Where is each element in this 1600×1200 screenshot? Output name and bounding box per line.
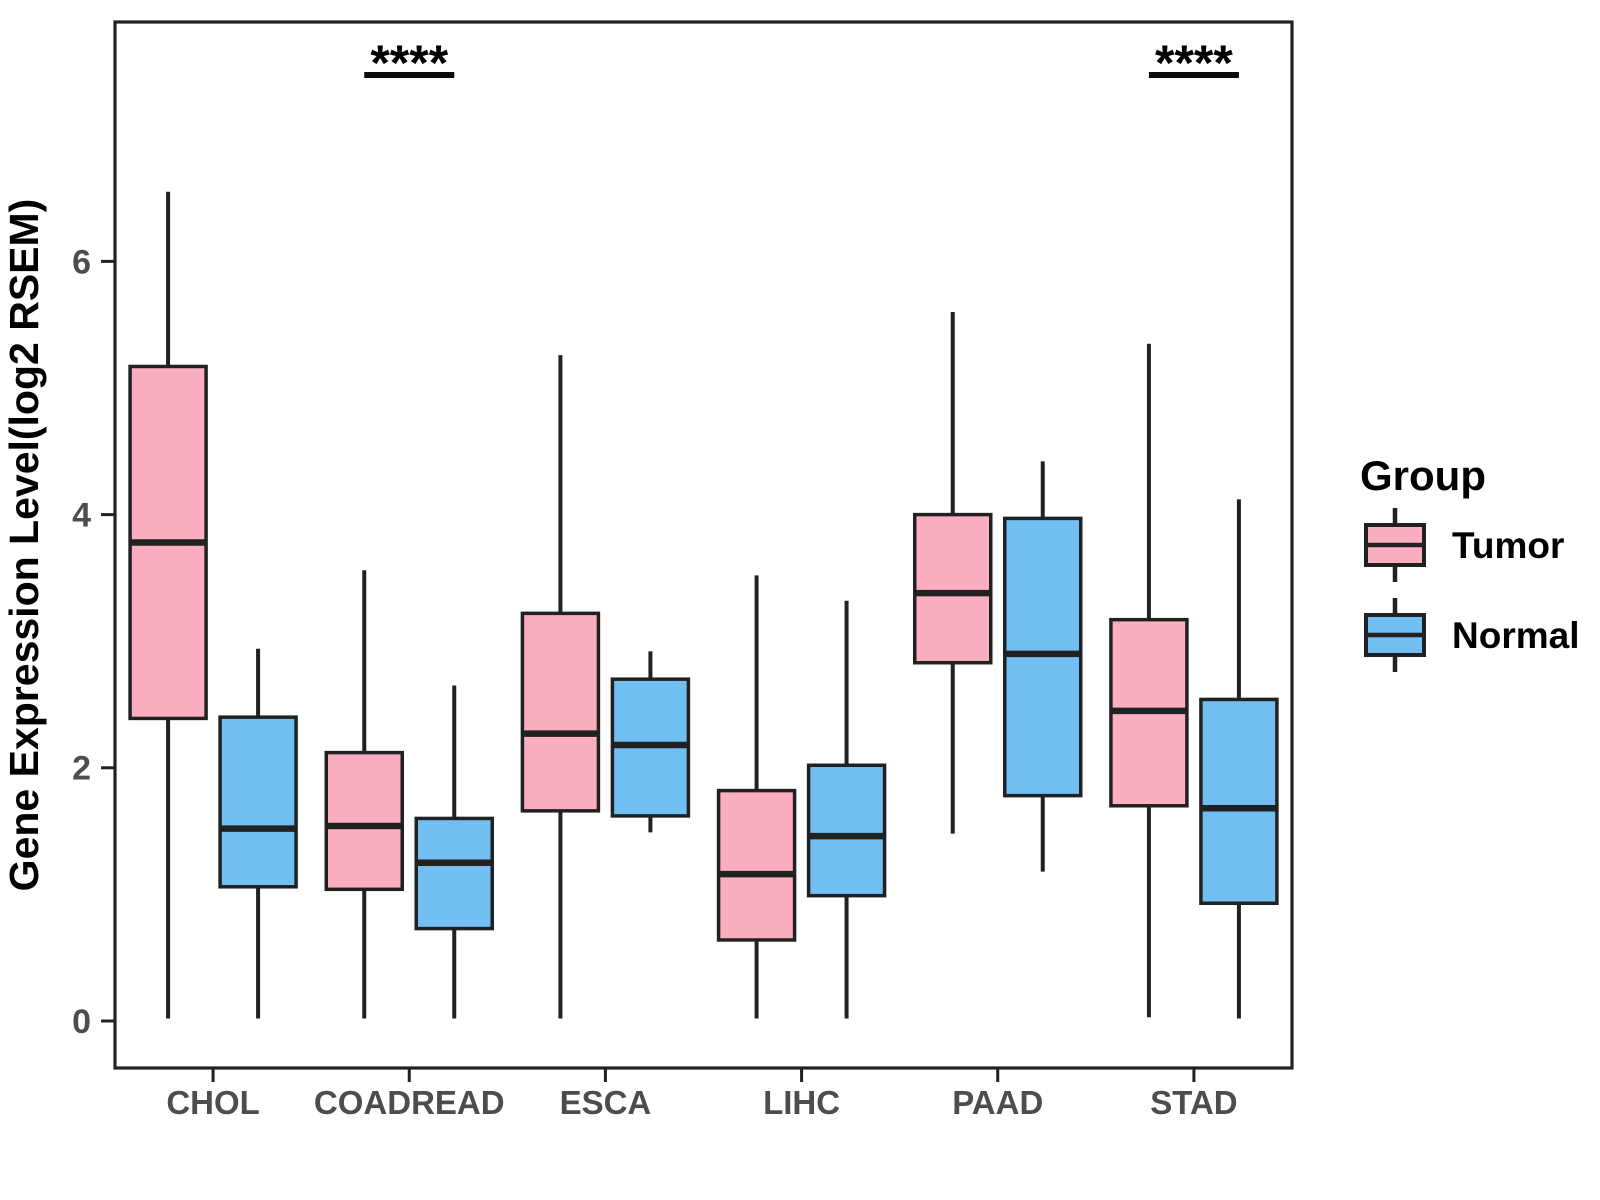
x-tick-label-chol: CHOL — [166, 1084, 260, 1121]
significance-bar — [1148, 72, 1239, 78]
box-paad-normal — [1003, 461, 1083, 872]
box-lihc-normal — [806, 600, 887, 1019]
x-tick-label-stad: STAD — [1150, 1084, 1237, 1121]
box-chol-normal — [218, 648, 298, 1019]
legend-item-tumor: Tumor — [1364, 508, 1564, 582]
box-coadread-tumor — [324, 570, 404, 1019]
iqr-box — [218, 715, 298, 889]
box-coadread-normal — [414, 685, 494, 1019]
significance-stars: **** — [1155, 35, 1233, 91]
legend-item-normal: Normal — [1364, 598, 1579, 672]
box-stad-normal — [1199, 499, 1279, 1019]
legend-label: Tumor — [1452, 525, 1564, 566]
box-paad-tumor — [913, 312, 993, 834]
x-tick-label-lihc: LIHC — [763, 1084, 840, 1121]
iqr-box — [414, 816, 494, 931]
significance-bar — [364, 72, 455, 78]
y-tick-label: 2 — [72, 750, 91, 788]
iqr-box — [716, 788, 797, 942]
panel-border — [113, 20, 1294, 1070]
iqr-box — [324, 750, 404, 892]
y-tick-label: 4 — [72, 497, 91, 535]
legend-title: Group — [1360, 452, 1486, 499]
x-tick-label-esca: ESCA — [560, 1084, 652, 1121]
box-lihc-tumor — [716, 575, 797, 1019]
iqr-box — [520, 611, 601, 813]
iqr-box — [806, 763, 887, 898]
box-esca-normal — [610, 651, 691, 833]
iqr-box — [1199, 697, 1279, 906]
x-tick-label-coadread: COADREAD — [314, 1084, 505, 1121]
legend-label: Normal — [1452, 615, 1579, 656]
significance-stars: **** — [370, 35, 448, 91]
y-tick-label: 0 — [72, 1003, 91, 1041]
y-tick-label: 6 — [72, 243, 91, 281]
box-stad-tumor — [1109, 343, 1189, 1018]
iqr-box — [913, 512, 993, 665]
y-axis-title: Gene Expression Level(log2 RSEM) — [1, 199, 47, 892]
box-esca-tumor — [520, 355, 601, 1019]
x-tick-label-paad: PAAD — [952, 1084, 1043, 1121]
legend: Group Tumor Normal — [1360, 452, 1579, 672]
significance-coadread: **** — [364, 35, 455, 91]
box-chol-tumor — [128, 191, 208, 1019]
significance-stad: **** — [1148, 35, 1239, 91]
